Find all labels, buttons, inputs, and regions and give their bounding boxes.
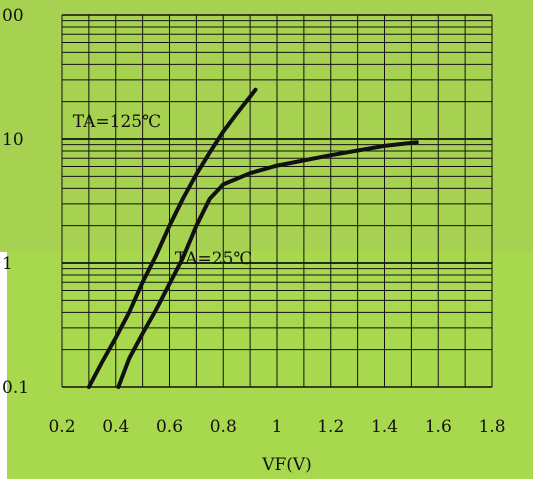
x-tick-label: 0.2	[48, 417, 75, 437]
curve-annotation: TA=25℃	[175, 249, 253, 269]
x-tick-label: 1.2	[317, 417, 344, 437]
y-tick-label: 00	[2, 6, 24, 26]
x-tick-label: 0.4	[102, 417, 129, 437]
x-tick-label: 0.6	[156, 417, 183, 437]
y-tick-label: 1	[2, 254, 13, 274]
y-tick-label: 0.1	[2, 378, 29, 398]
x-tick-label: 1.4	[371, 417, 398, 437]
x-tick-label: 0.8	[210, 417, 237, 437]
y-tick-label: 10	[2, 130, 24, 150]
y-tick-labels: 00 10 1 0.1	[2, 6, 29, 398]
x-tick-label: 1	[272, 417, 283, 437]
grid	[61, 14, 493, 388]
x-tick-labels: 0.2 0.4 0.6 0.8 1 1.2 1.4 1.6 1.8	[48, 417, 505, 437]
x-tick-label: 1.6	[425, 417, 452, 437]
curves	[86, 87, 419, 389]
x-tick-label: 1.8	[478, 417, 505, 437]
curve-1	[86, 87, 258, 389]
curve-2	[116, 140, 419, 389]
annotations: TA=125℃ TA=25℃	[73, 112, 253, 269]
curve-annotation: TA=125℃	[73, 112, 161, 132]
x-axis-label: VF(V)	[261, 455, 312, 475]
lower-panel-background	[7, 252, 533, 479]
